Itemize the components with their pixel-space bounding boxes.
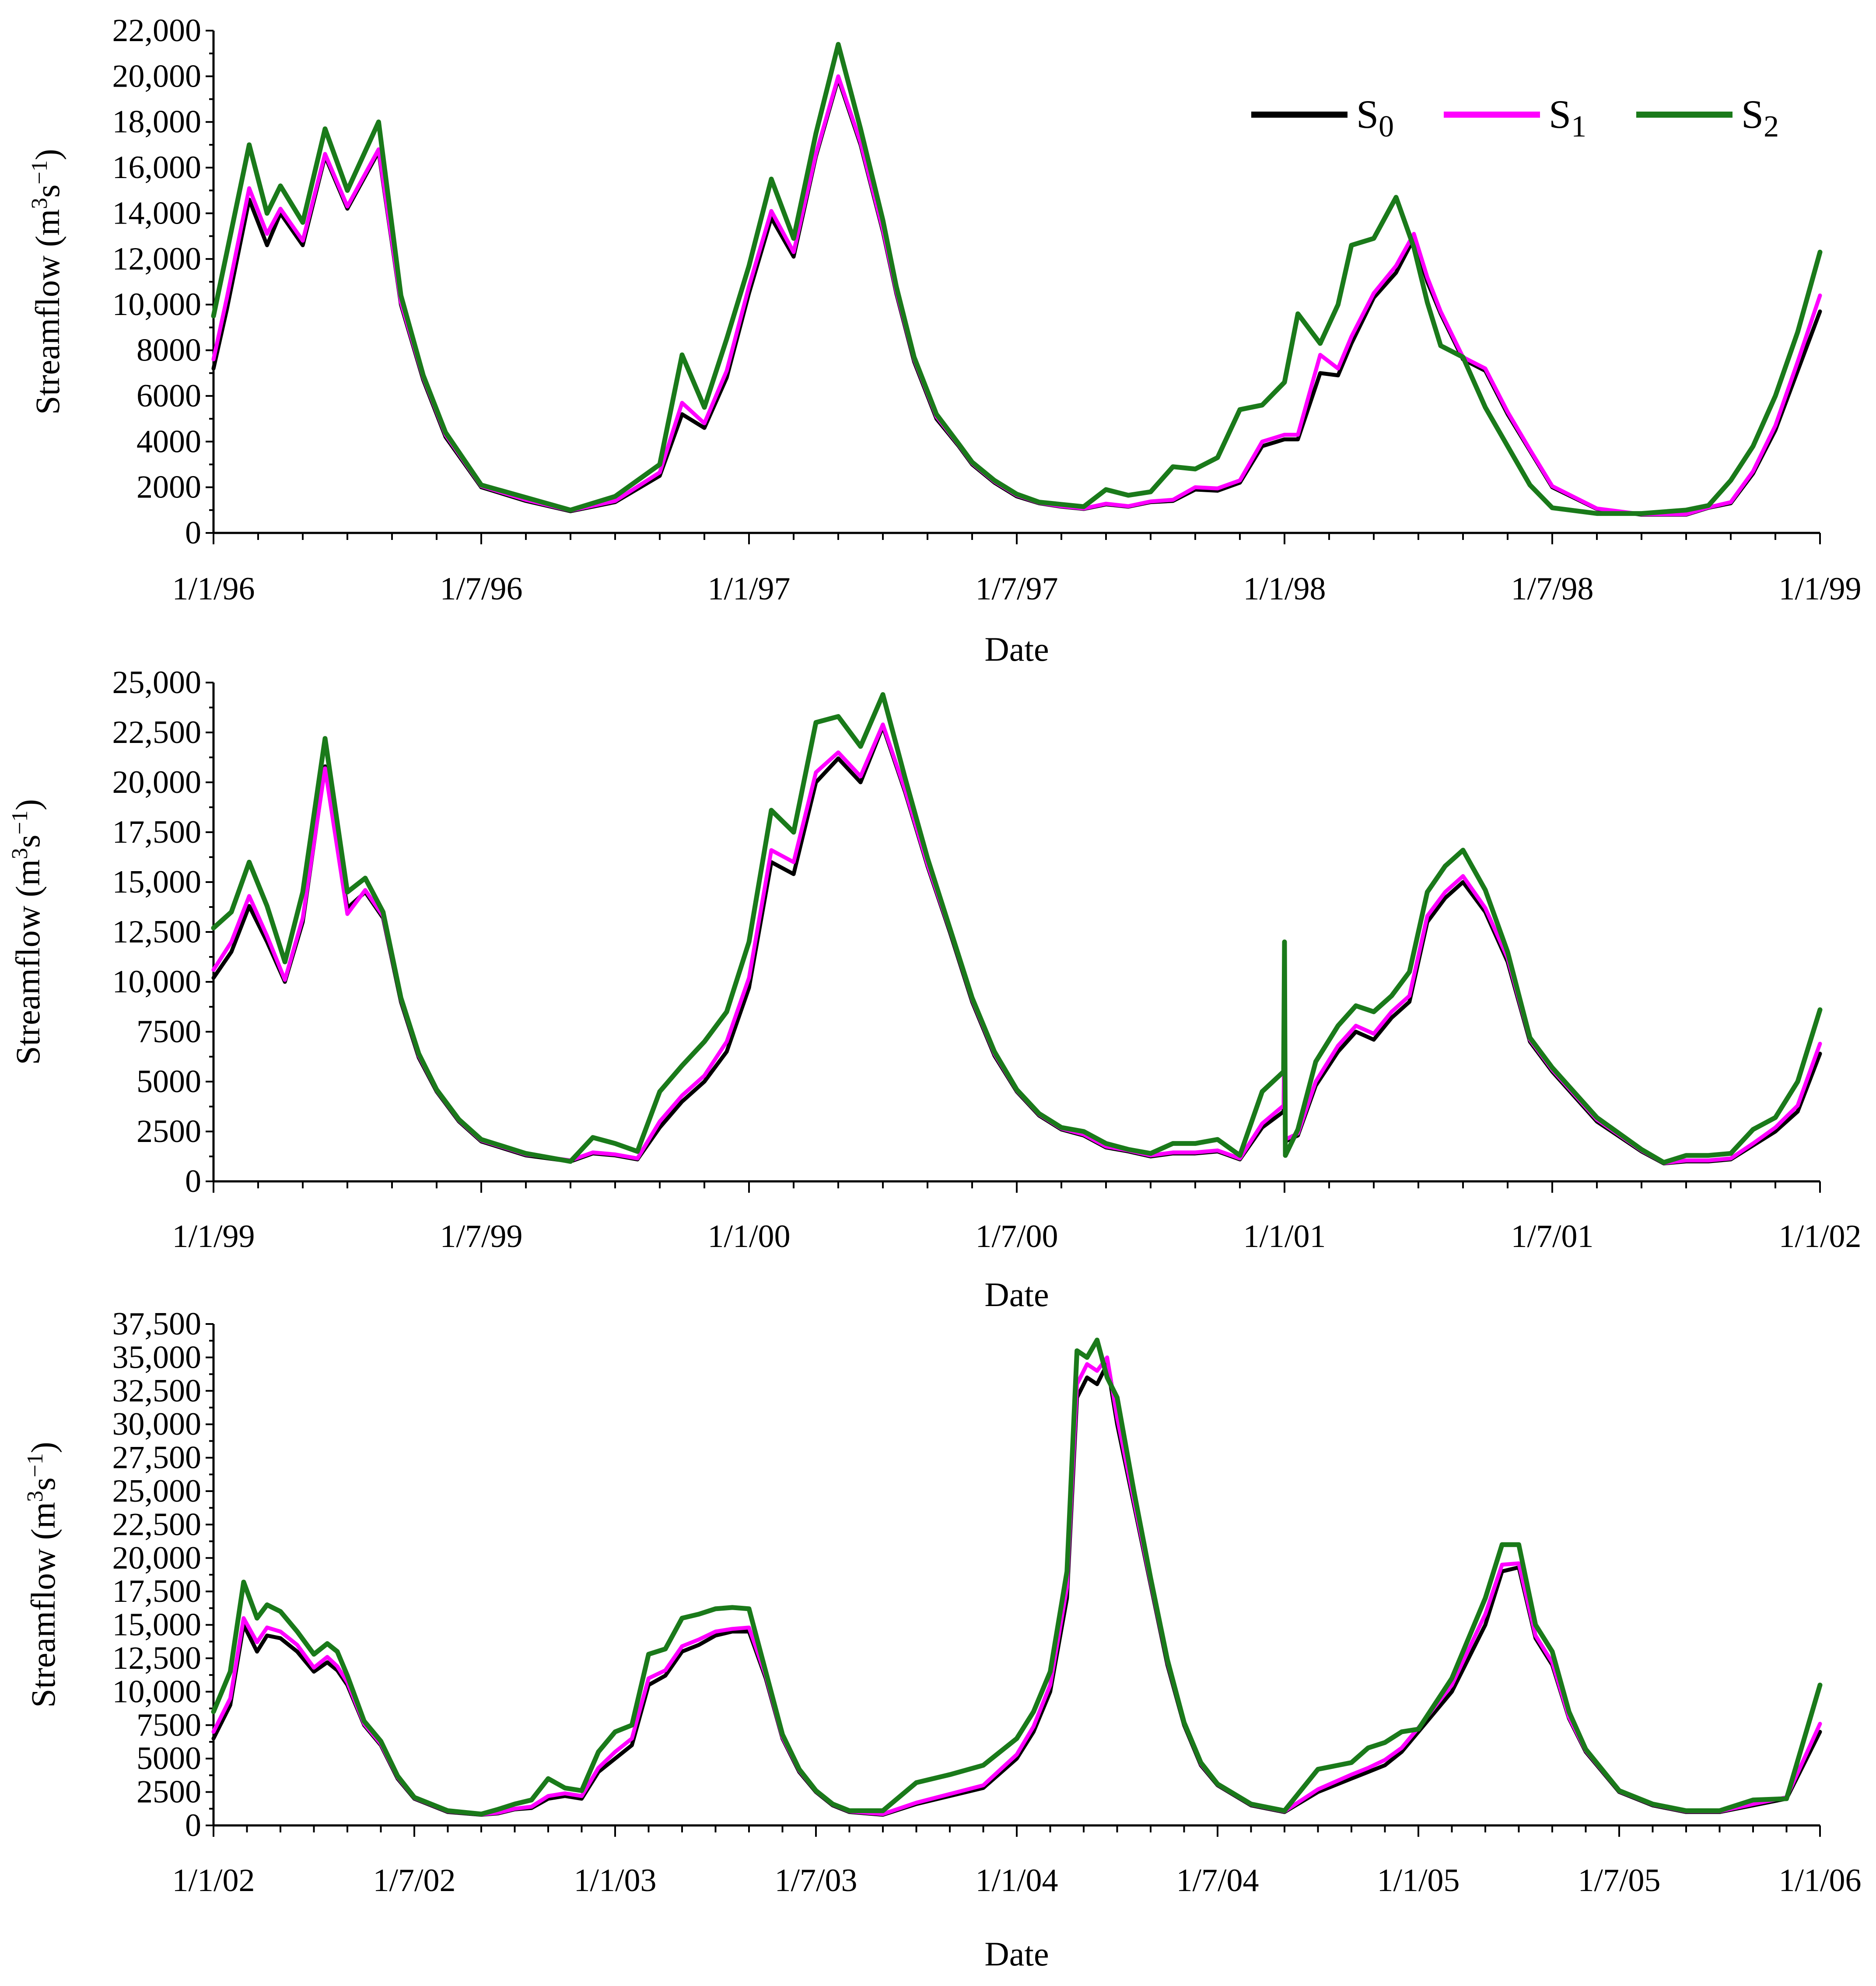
y-tick-label: 20,000 <box>112 58 202 94</box>
y-tick-label: 20,000 <box>112 1540 202 1576</box>
x-tick-label: 1/7/00 <box>975 1219 1058 1254</box>
y-tick-label: 10,000 <box>112 287 202 322</box>
y-tick-label: 0 <box>185 1807 201 1843</box>
y-tick-label: 12,500 <box>112 1640 202 1676</box>
y-tick-label: 7500 <box>136 1014 201 1050</box>
series-line-s2 <box>211 692 1823 1165</box>
series-line-s0 <box>211 1362 1822 1817</box>
y-tick-label: 22,000 <box>112 13 202 49</box>
y-tick-label: 6000 <box>136 378 201 414</box>
x-tick-label: 1/7/03 <box>774 1863 857 1898</box>
x-tick-label: 1/7/01 <box>1511 1219 1593 1254</box>
y-tick-label: 22,500 <box>112 715 202 750</box>
y-tick-label: 2000 <box>136 469 201 505</box>
y-axis-title: Streamflow (m3s−1) <box>27 149 66 415</box>
chart-panel-3: 025005000750010,00012,50015,00017,50020,… <box>23 1306 1862 1973</box>
series-line-s2 <box>211 1338 1823 1817</box>
y-tick-label: 15,000 <box>112 864 202 900</box>
y-tick-label: 5000 <box>136 1064 201 1100</box>
x-tick-label: 1/1/99 <box>172 1219 255 1254</box>
legend: S0 S1 S2 <box>1251 92 1779 144</box>
y-axis-title: Streamflow (m3s−1) <box>23 1442 62 1708</box>
x-tick-label: 1/7/97 <box>975 571 1058 607</box>
x-tick-label: 1/1/98 <box>1243 571 1326 607</box>
y-tick-label: 27,500 <box>112 1440 202 1476</box>
y-tick-label: 20,000 <box>112 764 202 800</box>
y-tick-label: 25,000 <box>112 1473 202 1509</box>
x-tick-label: 1/1/97 <box>707 571 790 607</box>
y-tick-label: 17,500 <box>112 1573 202 1609</box>
x-tick-label: 1/1/04 <box>975 1863 1058 1898</box>
legend-label-s0: S0 <box>1356 92 1394 144</box>
x-tick-label: 1/7/98 <box>1511 571 1593 607</box>
y-tick-label: 15,000 <box>112 1607 202 1643</box>
y-tick-label: 12,500 <box>112 914 202 950</box>
y-tick-label: 32,500 <box>112 1373 202 1409</box>
chart-panel-2: 0 2500 5000 7500 10,000 12,500 15,000 17,500 20,… <box>7 665 1862 1313</box>
y-tick-label: 0 <box>185 515 201 551</box>
y-tick-label: 22,500 <box>112 1506 202 1542</box>
legend-label-s2: S2 <box>1741 92 1779 144</box>
y-tick-label: 25,000 <box>112 665 202 701</box>
y-tick-label: 2500 <box>136 1114 201 1149</box>
x-tick-label: 1/7/99 <box>440 1219 522 1254</box>
y-tick-label: 30,000 <box>112 1406 202 1442</box>
y-tick-label: 18,000 <box>112 104 202 140</box>
y-tick-label: 37,500 <box>112 1306 202 1342</box>
series-line-s1 <box>211 1355 1822 1817</box>
x-tick-label: 1/1/03 <box>574 1863 656 1898</box>
x-tick-label: 1/1/02 <box>172 1863 255 1898</box>
y-tick-label: 16,000 <box>112 150 202 186</box>
y-tick-label: 10,000 <box>112 964 202 1000</box>
x-axis-title: Date <box>984 630 1049 668</box>
x-axis-title: Date <box>984 1935 1049 1973</box>
x-tick-label: 1/7/02 <box>373 1863 455 1898</box>
legend-label-s1: S1 <box>1549 92 1586 144</box>
y-tick-label: 17,500 <box>112 814 202 850</box>
y-tick-label: 7500 <box>136 1707 201 1743</box>
x-tick-label: 1/1/00 <box>707 1219 790 1254</box>
x-tick-label: 1/7/96 <box>440 571 522 607</box>
x-tick-label: 1/1/01 <box>1243 1219 1326 1254</box>
y-axis-title: Streamflow (m3s−1) <box>7 799 47 1065</box>
y-tick-label: 2500 <box>136 1774 201 1810</box>
series-line-s2 <box>211 42 1823 516</box>
x-tick-label: 1/1/96 <box>172 571 255 607</box>
x-tick-label: 1/7/05 <box>1578 1863 1660 1898</box>
y-tick-label: 4000 <box>136 424 201 459</box>
y-tick-label: 5000 <box>136 1741 201 1776</box>
x-tick-label: 1/1/02 <box>1778 1219 1861 1254</box>
chart-panel-1: 0 2000 4000 6000 8000 10,000 12,000 14,000 16,00… <box>27 13 1862 668</box>
x-tick-label: 1/7/04 <box>1176 1863 1259 1898</box>
y-tick-label: 10,000 <box>112 1674 202 1709</box>
y-tick-label: 8000 <box>136 333 201 368</box>
x-tick-label: 1/1/05 <box>1377 1863 1460 1898</box>
y-tick-label: 14,000 <box>112 195 202 231</box>
x-axis-title: Date <box>984 1275 1049 1313</box>
x-tick-label: 1/1/06 <box>1778 1863 1861 1898</box>
x-tick-label: 1/1/99 <box>1778 571 1861 607</box>
y-tick-label: 12,000 <box>112 241 202 277</box>
y-tick-label: 0 <box>185 1163 201 1199</box>
y-tick-label: 35,000 <box>112 1339 202 1375</box>
